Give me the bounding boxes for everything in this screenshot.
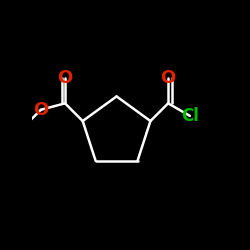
Text: O: O	[160, 69, 176, 87]
Text: O: O	[58, 69, 73, 87]
Text: O: O	[33, 101, 48, 119]
Text: Cl: Cl	[181, 107, 199, 125]
